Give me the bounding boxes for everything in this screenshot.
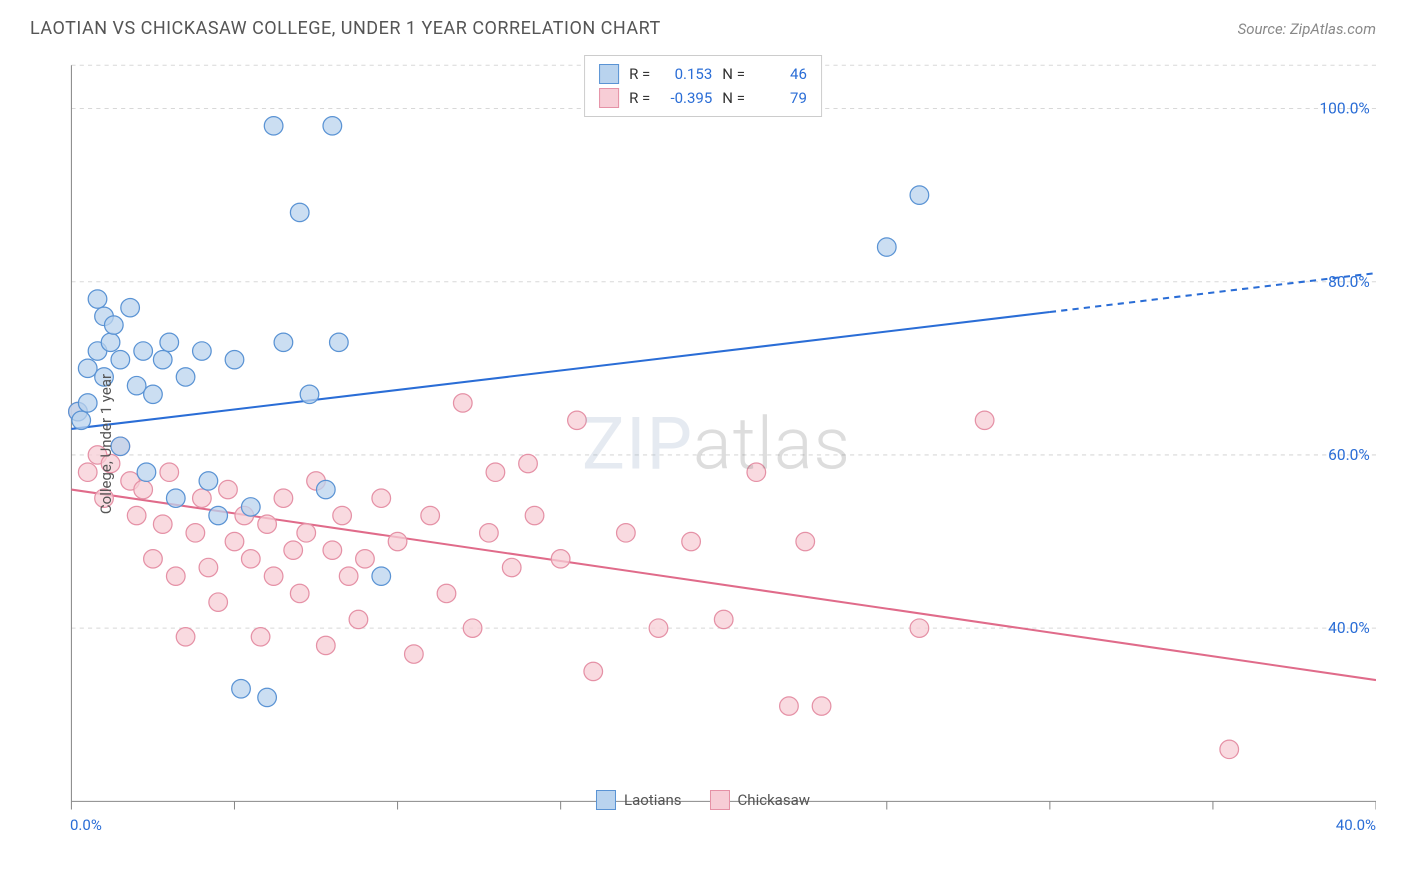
y-axis-label: College, Under 1 year xyxy=(97,373,115,513)
source-attribution: Source: ZipAtlas.com xyxy=(1238,20,1376,38)
legend-item: Laotians xyxy=(596,790,682,810)
r-label: R = xyxy=(629,62,650,86)
legend-label: Chickasaw xyxy=(738,791,810,809)
n-label: N = xyxy=(722,86,745,110)
scatter-chart: 40.0%60.0%80.0%100.0% xyxy=(30,55,1376,832)
legend-swatch xyxy=(710,790,730,810)
r-label: R = xyxy=(629,86,650,110)
legend-row: R = -0.395 N = 79 xyxy=(599,86,807,110)
svg-text:60.0%: 60.0% xyxy=(1328,446,1370,464)
chart-header: LAOTIAN VS CHICKASAW COLLEGE, UNDER 1 YE… xyxy=(0,0,1406,49)
svg-text:100.0%: 100.0% xyxy=(1319,100,1369,118)
n-value: 79 xyxy=(755,86,807,110)
chart-title: LAOTIAN VS CHICKASAW COLLEGE, UNDER 1 YE… xyxy=(30,18,661,39)
legend-row: R = 0.153 N = 46 xyxy=(599,62,807,86)
correlation-legend: R = 0.153 N = 46 R = -0.395 N = 79 xyxy=(584,55,822,117)
series-legend: Laotians Chickasaw xyxy=(596,790,810,810)
legend-swatch xyxy=(599,64,619,84)
n-label: N = xyxy=(722,62,745,86)
legend-item: Chickasaw xyxy=(710,790,810,810)
x-axis-start-label: 0.0% xyxy=(70,816,102,834)
legend-label: Laotians xyxy=(624,791,682,809)
n-value: 46 xyxy=(755,62,807,86)
r-value: 0.153 xyxy=(660,62,712,86)
legend-swatch xyxy=(596,790,616,810)
x-axis-end-label: 40.0% xyxy=(1336,816,1376,834)
legend-swatch xyxy=(599,88,619,108)
chart-container: College, Under 1 year ZIPatlas 40.0%60.0… xyxy=(30,55,1376,832)
r-value: -0.395 xyxy=(660,86,712,110)
svg-text:40.0%: 40.0% xyxy=(1328,619,1370,637)
